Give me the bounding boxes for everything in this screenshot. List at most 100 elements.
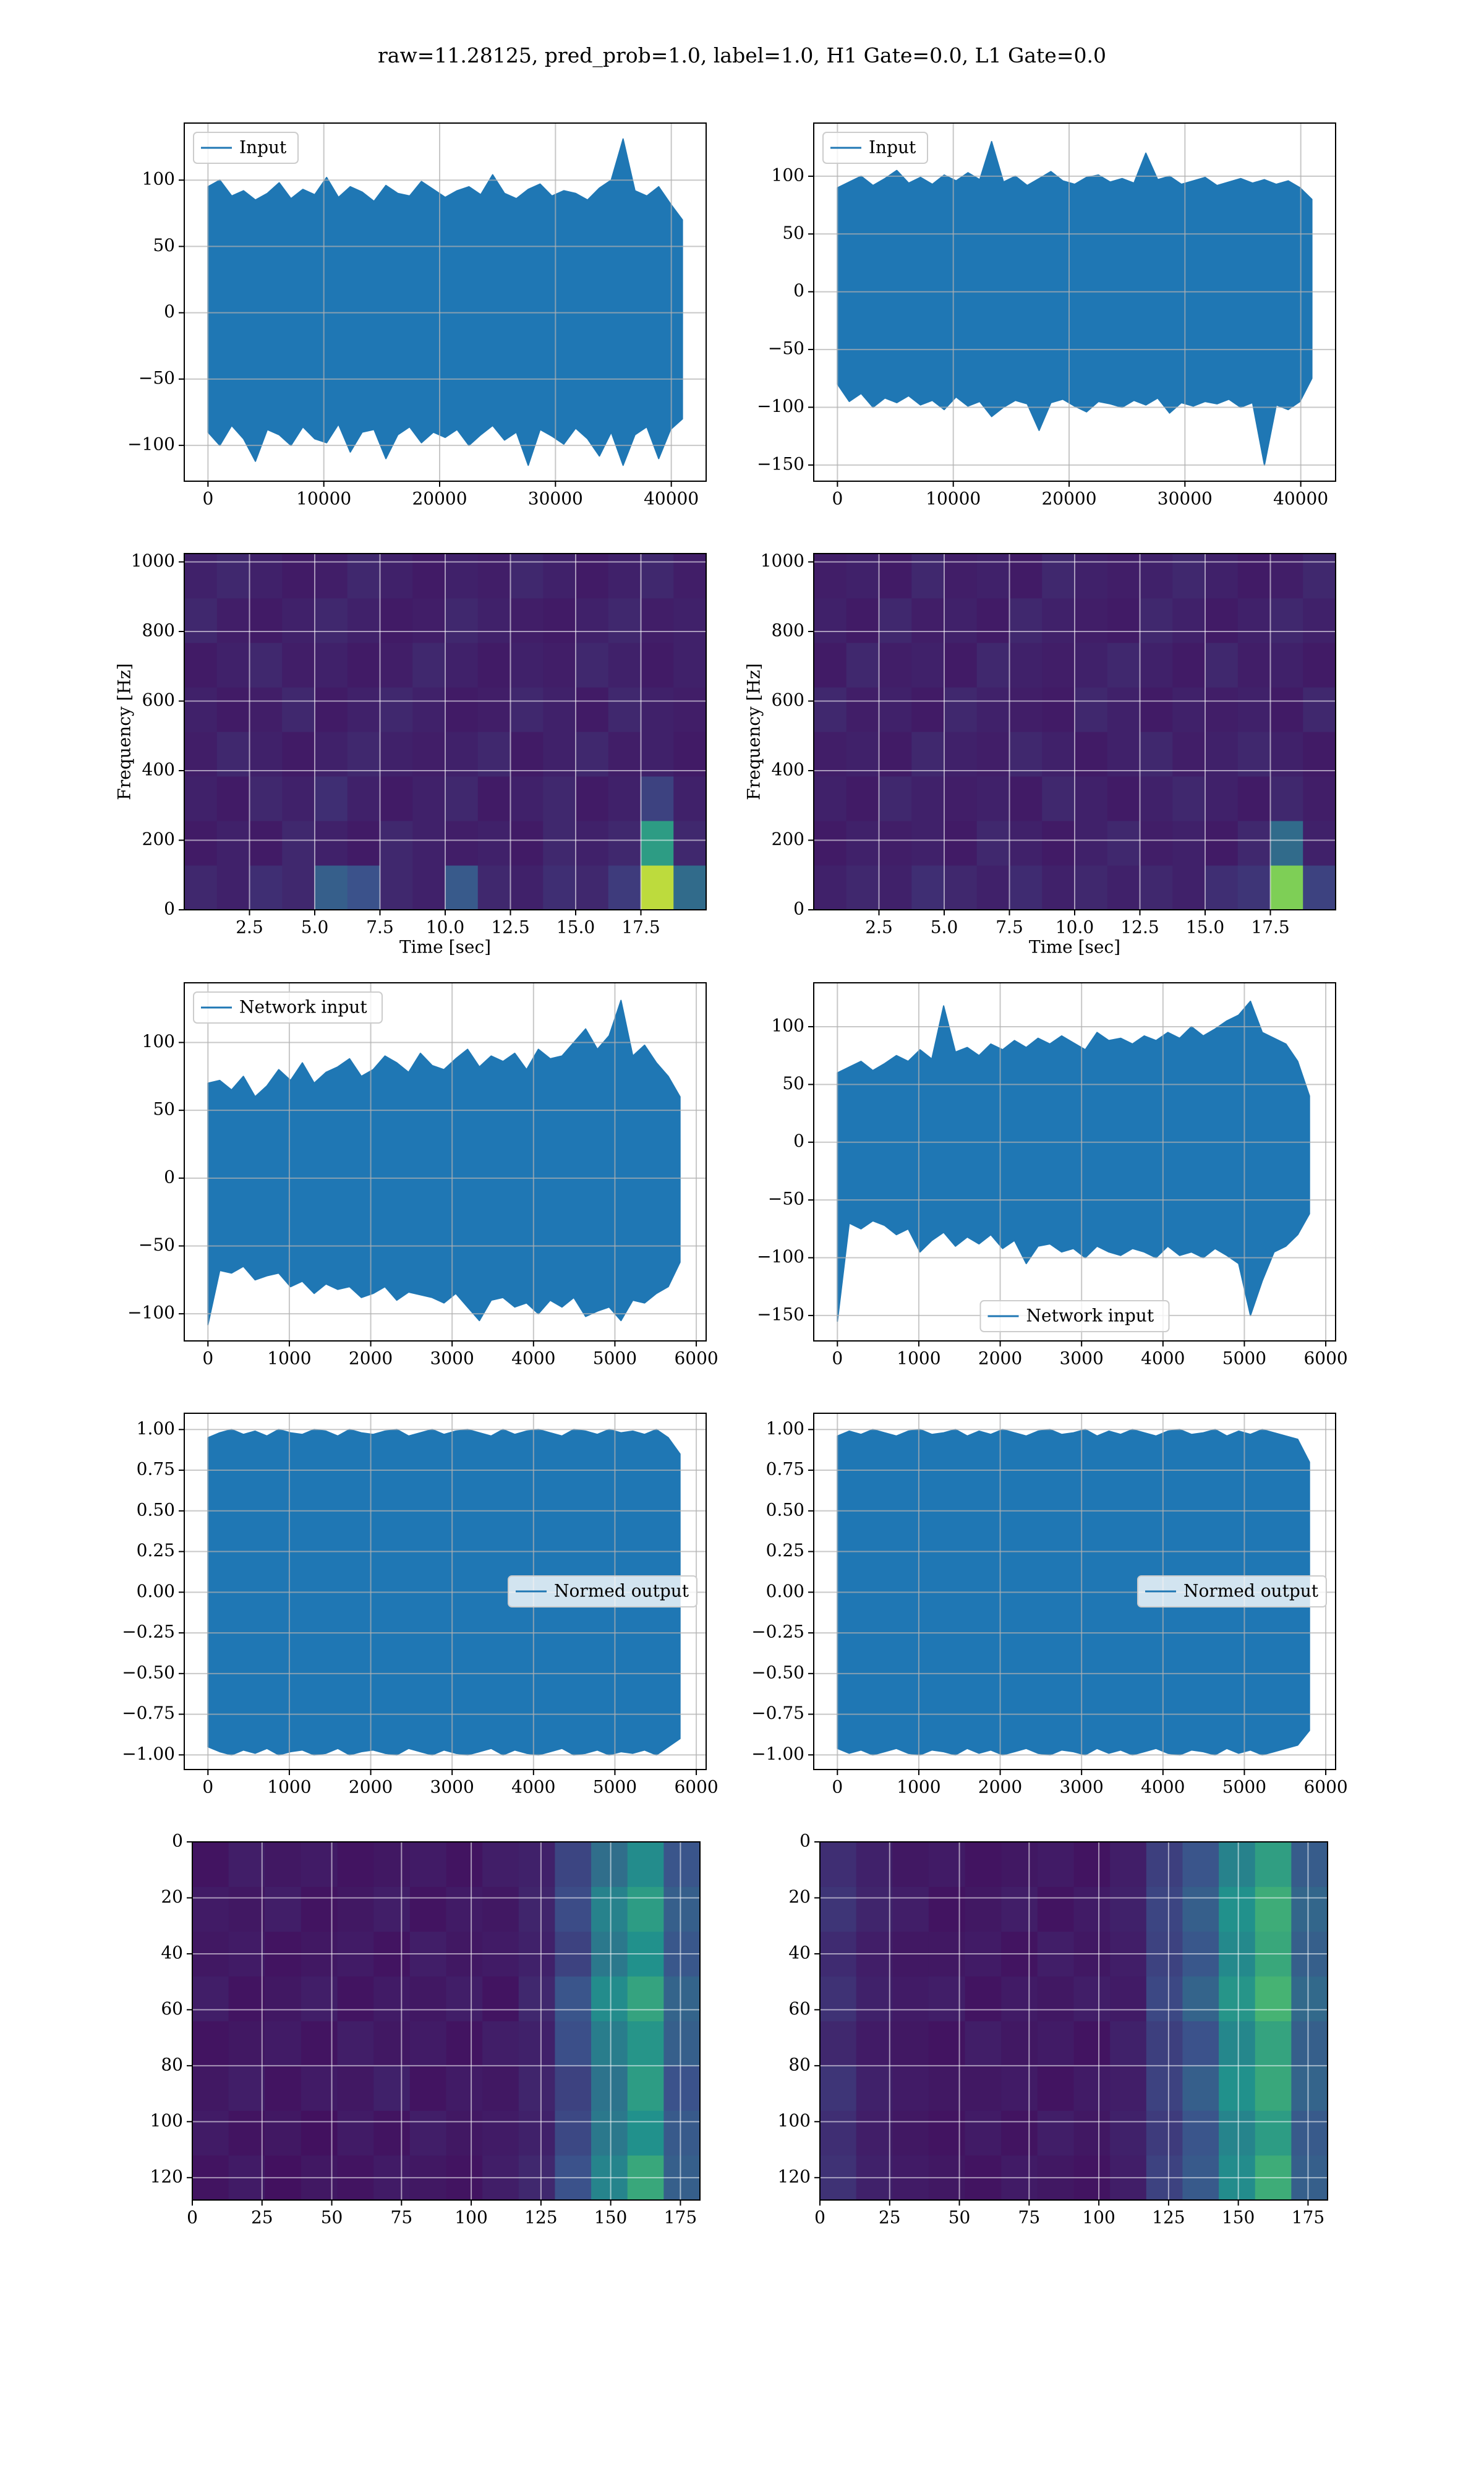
heatmap-cell (337, 2021, 374, 2066)
heatmap-cell (543, 865, 576, 910)
plot-area (207, 138, 683, 466)
y-tick-label: 0 (793, 899, 804, 919)
heatmap-cell (1140, 865, 1173, 910)
y-tick-label: −100 (127, 1303, 175, 1323)
y-tick-label: 50 (782, 223, 804, 243)
heatmap-cell (1303, 598, 1336, 643)
x-tick-label: 5000 (1222, 1348, 1266, 1369)
heatmap-cell (965, 2065, 1002, 2111)
heatmap-cell (856, 2065, 893, 2111)
heatmap-cell (1037, 2065, 1074, 2111)
x-tick-label: 125 (524, 2207, 557, 2228)
heatmap-cell (518, 1886, 555, 1932)
axes-frame (184, 122, 707, 482)
heatmap-cell (315, 598, 348, 643)
heatmap-cell (1001, 2110, 1038, 2156)
heatmap-cell (482, 1842, 519, 1887)
heatmap-cell (409, 1842, 446, 1887)
heatmap-cell (282, 732, 315, 777)
heatmap-cell (1205, 687, 1239, 732)
x-tick-label: 150 (594, 2207, 627, 2228)
heatmap-cell (543, 643, 576, 688)
legend: Normed output (508, 1575, 697, 1607)
x-tick-label: 10000 (926, 489, 981, 509)
legend-box (822, 132, 928, 164)
heatmap-cell (1182, 1886, 1219, 1932)
heatmap-cell (944, 732, 978, 777)
heatmap-cell (184, 821, 218, 866)
heatmap-cell (1001, 2021, 1038, 2066)
heatmap-cell (347, 776, 380, 821)
y-tick-label: 60 (161, 1998, 183, 2019)
x-tick-label: 40000 (644, 489, 699, 509)
y-tick-label: 120 (150, 2166, 183, 2186)
subplot: 2.5 5.0 7.5 10.0 12.5 15.0 17.5 0 200 400 600 800 10… (114, 550, 707, 957)
heatmap-cell (976, 643, 1010, 688)
heatmap-cell (380, 687, 413, 732)
heatmap-cell (555, 2065, 592, 2111)
heatmap-cell (1291, 2110, 1328, 2156)
heatmap-cell (510, 865, 544, 910)
y-tick-label: 40 (788, 1942, 811, 1963)
heatmap-cell (216, 865, 250, 910)
heatmap-cell (965, 1886, 1002, 1932)
plot-area (814, 554, 1336, 910)
heatmap-cell (1237, 687, 1271, 732)
y-tick-label: 20 (788, 1886, 811, 1907)
heatmap-cell (543, 776, 576, 821)
heatmap-cell (608, 643, 641, 688)
heatmap-cell (1075, 643, 1108, 688)
y-tick-label: 0 (793, 1131, 804, 1151)
heatmap-cell (1237, 865, 1271, 910)
heatmap-cell (184, 643, 218, 688)
legend: Normed output (1137, 1575, 1327, 1607)
y-tick-label: 0.75 (766, 1459, 804, 1479)
heatmap-cell (555, 2110, 592, 2156)
heatmap-cell (1255, 2065, 1292, 2111)
heatmap-cell (446, 1976, 483, 2021)
heatmap-cell (608, 554, 641, 599)
heatmap-cell (1073, 1976, 1111, 2021)
x-tick-label: 0 (814, 2207, 825, 2228)
x-tick-label: 4000 (511, 1348, 555, 1369)
heatmap-cell (608, 865, 641, 910)
heatmap-cell (1219, 2110, 1256, 2156)
heatmap-cell (445, 776, 479, 821)
legend-label: Normed output (1183, 1581, 1319, 1601)
heatmap-cell (820, 2021, 857, 2066)
heatmap-cell (608, 687, 641, 732)
heatmap-cell (380, 598, 413, 643)
y-tick-label: 1.00 (766, 1418, 804, 1439)
heatmap-cell (1075, 821, 1108, 866)
heatmap-cell (412, 598, 446, 643)
heatmap-cell (892, 2021, 929, 2066)
heatmap-cell (1291, 2021, 1328, 2066)
x-tick-label: 0 (202, 1777, 213, 1797)
y-tick-label: −1.00 (122, 1744, 175, 1764)
heatmap-cell (663, 2065, 700, 2111)
heatmap-cell (641, 554, 674, 599)
heatmap-cell (1291, 1886, 1328, 1932)
x-tick-label: 25 (879, 2207, 901, 2228)
heatmap-cell (265, 1886, 302, 1932)
x-tick-label: 150 (1222, 2207, 1255, 2228)
x-tick-label: 4000 (1141, 1348, 1185, 1369)
heatmap-cell (1001, 1842, 1038, 1887)
heatmap-cell (944, 865, 978, 910)
heatmap-cell (373, 2065, 411, 2111)
legend: Input (193, 132, 299, 164)
plot-area (837, 1000, 1310, 1322)
x-tick-label: 5000 (593, 1348, 637, 1369)
heatmap-cell (846, 643, 879, 688)
y-tick-label: 800 (772, 620, 804, 641)
heatmap-cell (976, 687, 1010, 732)
heatmap-cell (892, 1886, 929, 1932)
heatmap-cell (1042, 598, 1075, 643)
heatmap-cell (1270, 776, 1303, 821)
heatmap-cell (608, 732, 641, 777)
heatmap-cell (184, 865, 218, 910)
heatmap-cell (1237, 776, 1271, 821)
heatmap-cell (1205, 598, 1239, 643)
heatmap-cell (510, 821, 544, 866)
